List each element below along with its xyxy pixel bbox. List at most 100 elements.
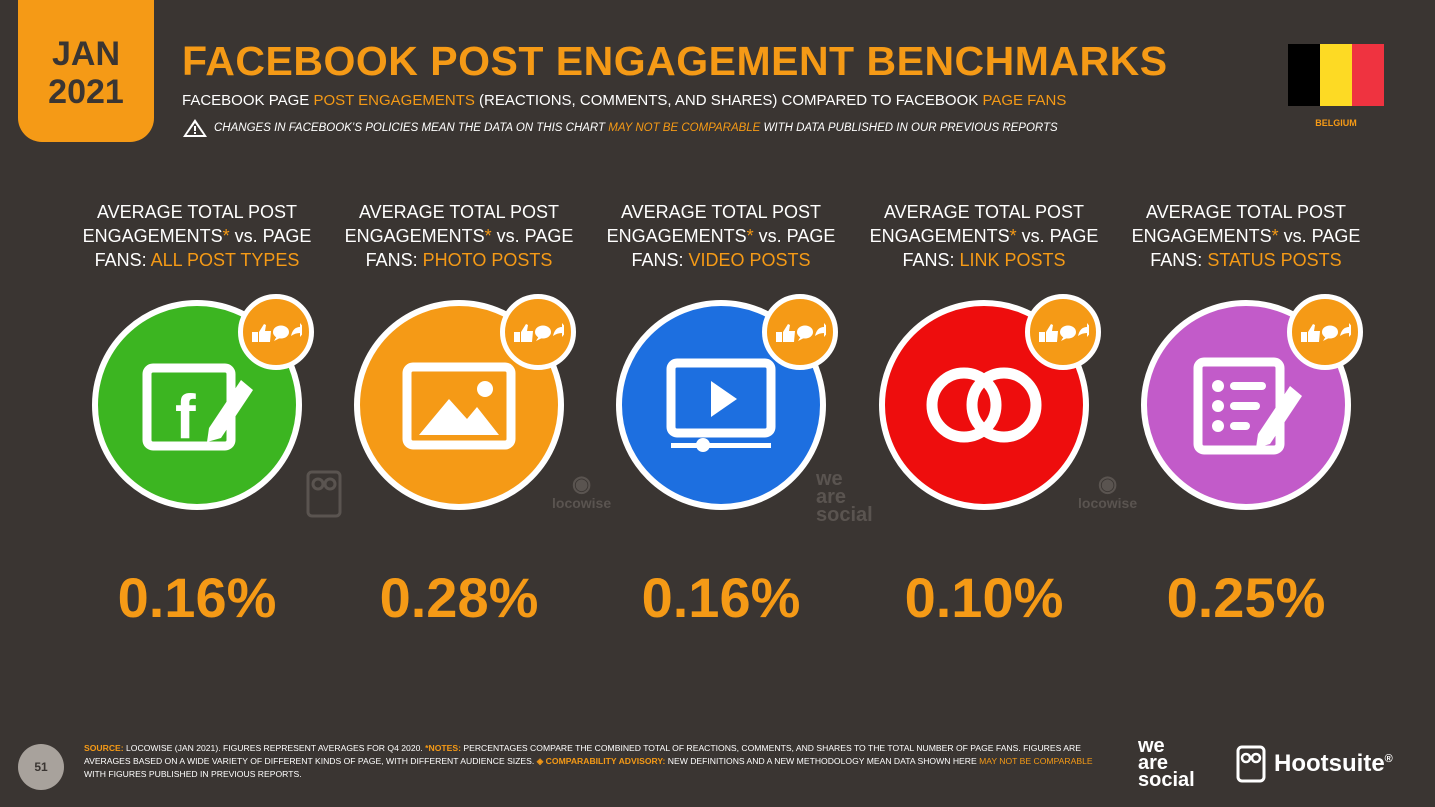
metric-type: STATUS POSTS [1207,250,1342,270]
label-line: AVERAGE TOTAL POST [1145,202,1347,222]
metric-circle: f [92,294,314,510]
locowise-watermark: ◉ locowise [552,472,612,511]
hootsuite-watermark-icon [306,470,342,520]
label-part: vs. PAGE [491,226,574,246]
video-play-icon [616,300,826,510]
label-part: vs. PAGE [1016,226,1099,246]
label-part: vs. PAGE [753,226,836,246]
belgium-flag-icon [1288,44,1384,106]
source-text: LOCOWISE (JAN 2021). FIGURES REPRESENT A… [123,743,426,753]
metric-value: 0.16% [641,566,801,629]
date-year: 2021 [48,73,124,111]
metric-circle [879,294,1101,510]
metric-value: 0.16% [117,566,277,629]
label-star: * [1009,226,1017,246]
locowise-pin-icon: ◉ [1097,471,1118,496]
label-line: ENGAGEMENTS* vs. PAGE [870,224,1099,248]
label-star: * [1271,226,1279,246]
subtitle-part: FACEBOOK PAGE [182,92,314,109]
label-line: AVERAGE TOTAL POST [620,202,822,222]
label-line: ENGAGEMENTS* vs. PAGE [1132,224,1361,248]
warning-text: CHANGES IN FACEBOOK’S POLICIES MEAN THE … [214,122,609,134]
engagement-reactions-icon [1287,294,1363,370]
metric-column: AVERAGE TOTAL POST ENGAGEMENTS* vs. PAGE… [590,200,852,630]
logo-social: social [1138,769,1195,791]
metric-type: PHOTO POSTS [422,250,553,270]
hootsuite-text: Hootsuite [1274,750,1385,777]
date-month: JAN [51,35,121,73]
metric-label: AVERAGE TOTAL POST ENGAGEMENTS* vs. PAGE… [345,200,574,280]
notes-label: *NOTES: [425,743,461,753]
engagement-reactions-icon [500,294,576,370]
locowise-watermark-2: ◉ locowise [1078,471,1138,511]
we-are-social-watermark: we are social [816,468,873,526]
metric-label: AVERAGE TOTAL POST ENGAGEMENTS* vs. PAGE… [83,200,312,280]
metric-value: 0.28% [379,566,539,629]
label-part: ENGAGEMENTS [606,226,747,246]
label-part: FANS: [631,250,689,270]
label-line: ENGAGEMENTS* vs. PAGE [83,224,312,248]
subtitle-part: (REACTIONS, COMMENTS, AND SHARES) COMPAR… [474,92,983,109]
advisory-label: ◈ COMPARABILITY ADVISORY: [536,756,666,766]
warning-icon [183,119,207,137]
metric-column: AVERAGE TOTAL POST ENGAGEMENTS* vs. PAGE… [328,200,590,630]
metric-circle [616,294,838,510]
label-star: * [484,226,492,246]
label-part: ENGAGEMENTS [1131,226,1272,246]
locowise-text: locowise [552,495,612,511]
metric-type: VIDEO POSTS [688,250,811,270]
locowise-text: locowise [1078,495,1138,511]
notes-text: PERCENTAGES COMPARE THE COMBINED TOTAL O… [84,743,1081,766]
label-part: ENGAGEMENTS [82,226,223,246]
subtitle-highlight: PAGE FANS [982,92,1067,109]
metric-type: ALL POST TYPES [150,250,300,270]
engagement-reactions-icon [238,294,314,370]
footer-source: SOURCE: LOCOWISE (JAN 2021). FIGURES REP… [84,742,1114,781]
warning-text: WITH DATA PUBLISHED IN OUR PREVIOUS REPO… [760,122,1058,134]
wm-we: we [816,468,843,490]
advisory-highlight: MAY NOT BE COMPARABLE [979,756,1093,766]
engagement-reactions-icon [762,294,838,370]
warning-highlight: MAY NOT BE COMPARABLE [608,122,761,134]
country-label: BELGIUM [1315,118,1357,128]
metric-column: AVERAGE TOTAL POST ENGAGEMENTS* vs. PAGE… [853,200,1115,630]
page-number: 51 [18,744,64,790]
label-part: FANS: [94,250,151,270]
wm-are: are [816,486,847,508]
label-part: vs. PAGE [229,226,312,246]
label-line: ENGAGEMENTS* vs. PAGE [345,224,574,248]
metric-column: AVERAGE TOTAL POST ENGAGEMENTS* vs. PAGE… [66,200,328,630]
page-subtitle: FACEBOOK PAGE POST ENGAGEMENTS (REACTION… [182,92,1066,109]
label-star: * [222,226,230,246]
label-line: FANS: STATUS POSTS [1132,248,1361,272]
we-are-social-logo: we are social [1138,735,1195,791]
policy-warning: CHANGES IN FACEBOOK’S POLICIES MEAN THE … [182,118,1058,138]
label-line: AVERAGE TOTAL POST [358,202,560,222]
source-label: SOURCE: [84,743,124,753]
hootsuite-owl-icon [1236,745,1266,783]
label-star: * [746,226,754,246]
metric-label: AVERAGE TOTAL POST ENGAGEMENTS* vs. PAGE… [870,200,1099,280]
label-part: FANS: [902,250,960,270]
label-part: FANS: [365,250,423,270]
date-badge: JAN 2021 [18,0,154,142]
label-line: FANS: LINK POSTS [870,248,1099,272]
metric-value: 0.25% [1166,566,1326,629]
engagement-reactions-icon [1025,294,1101,370]
label-line: FANS: VIDEO POSTS [607,248,836,272]
advisory-end: WITH FIGURES PUBLISHED IN PREVIOUS REPOR… [84,769,302,779]
metric-label: AVERAGE TOTAL POST ENGAGEMENTS* vs. PAGE… [607,200,836,280]
hootsuite-mark: ® [1384,753,1393,765]
label-line: FANS: PHOTO POSTS [345,248,574,272]
label-line: FANS: ALL POST TYPES [83,248,312,272]
label-line: AVERAGE TOTAL POST [96,202,298,222]
logo-we: we [1138,735,1165,757]
page-title: FACEBOOK POST ENGAGEMENT BENCHMARKS [182,38,1168,84]
hootsuite-logo: Hootsuite® [1236,745,1393,783]
wm-social: social [816,504,873,526]
label-part: FANS: [1150,250,1208,270]
logo-are: are [1138,752,1169,774]
metric-circle [1141,294,1363,510]
advisory-text: NEW DEFINITIONS AND A NEW METHODOLOGY ME… [665,756,980,766]
metric-label: AVERAGE TOTAL POST ENGAGEMENTS* vs. PAGE… [1132,200,1361,280]
